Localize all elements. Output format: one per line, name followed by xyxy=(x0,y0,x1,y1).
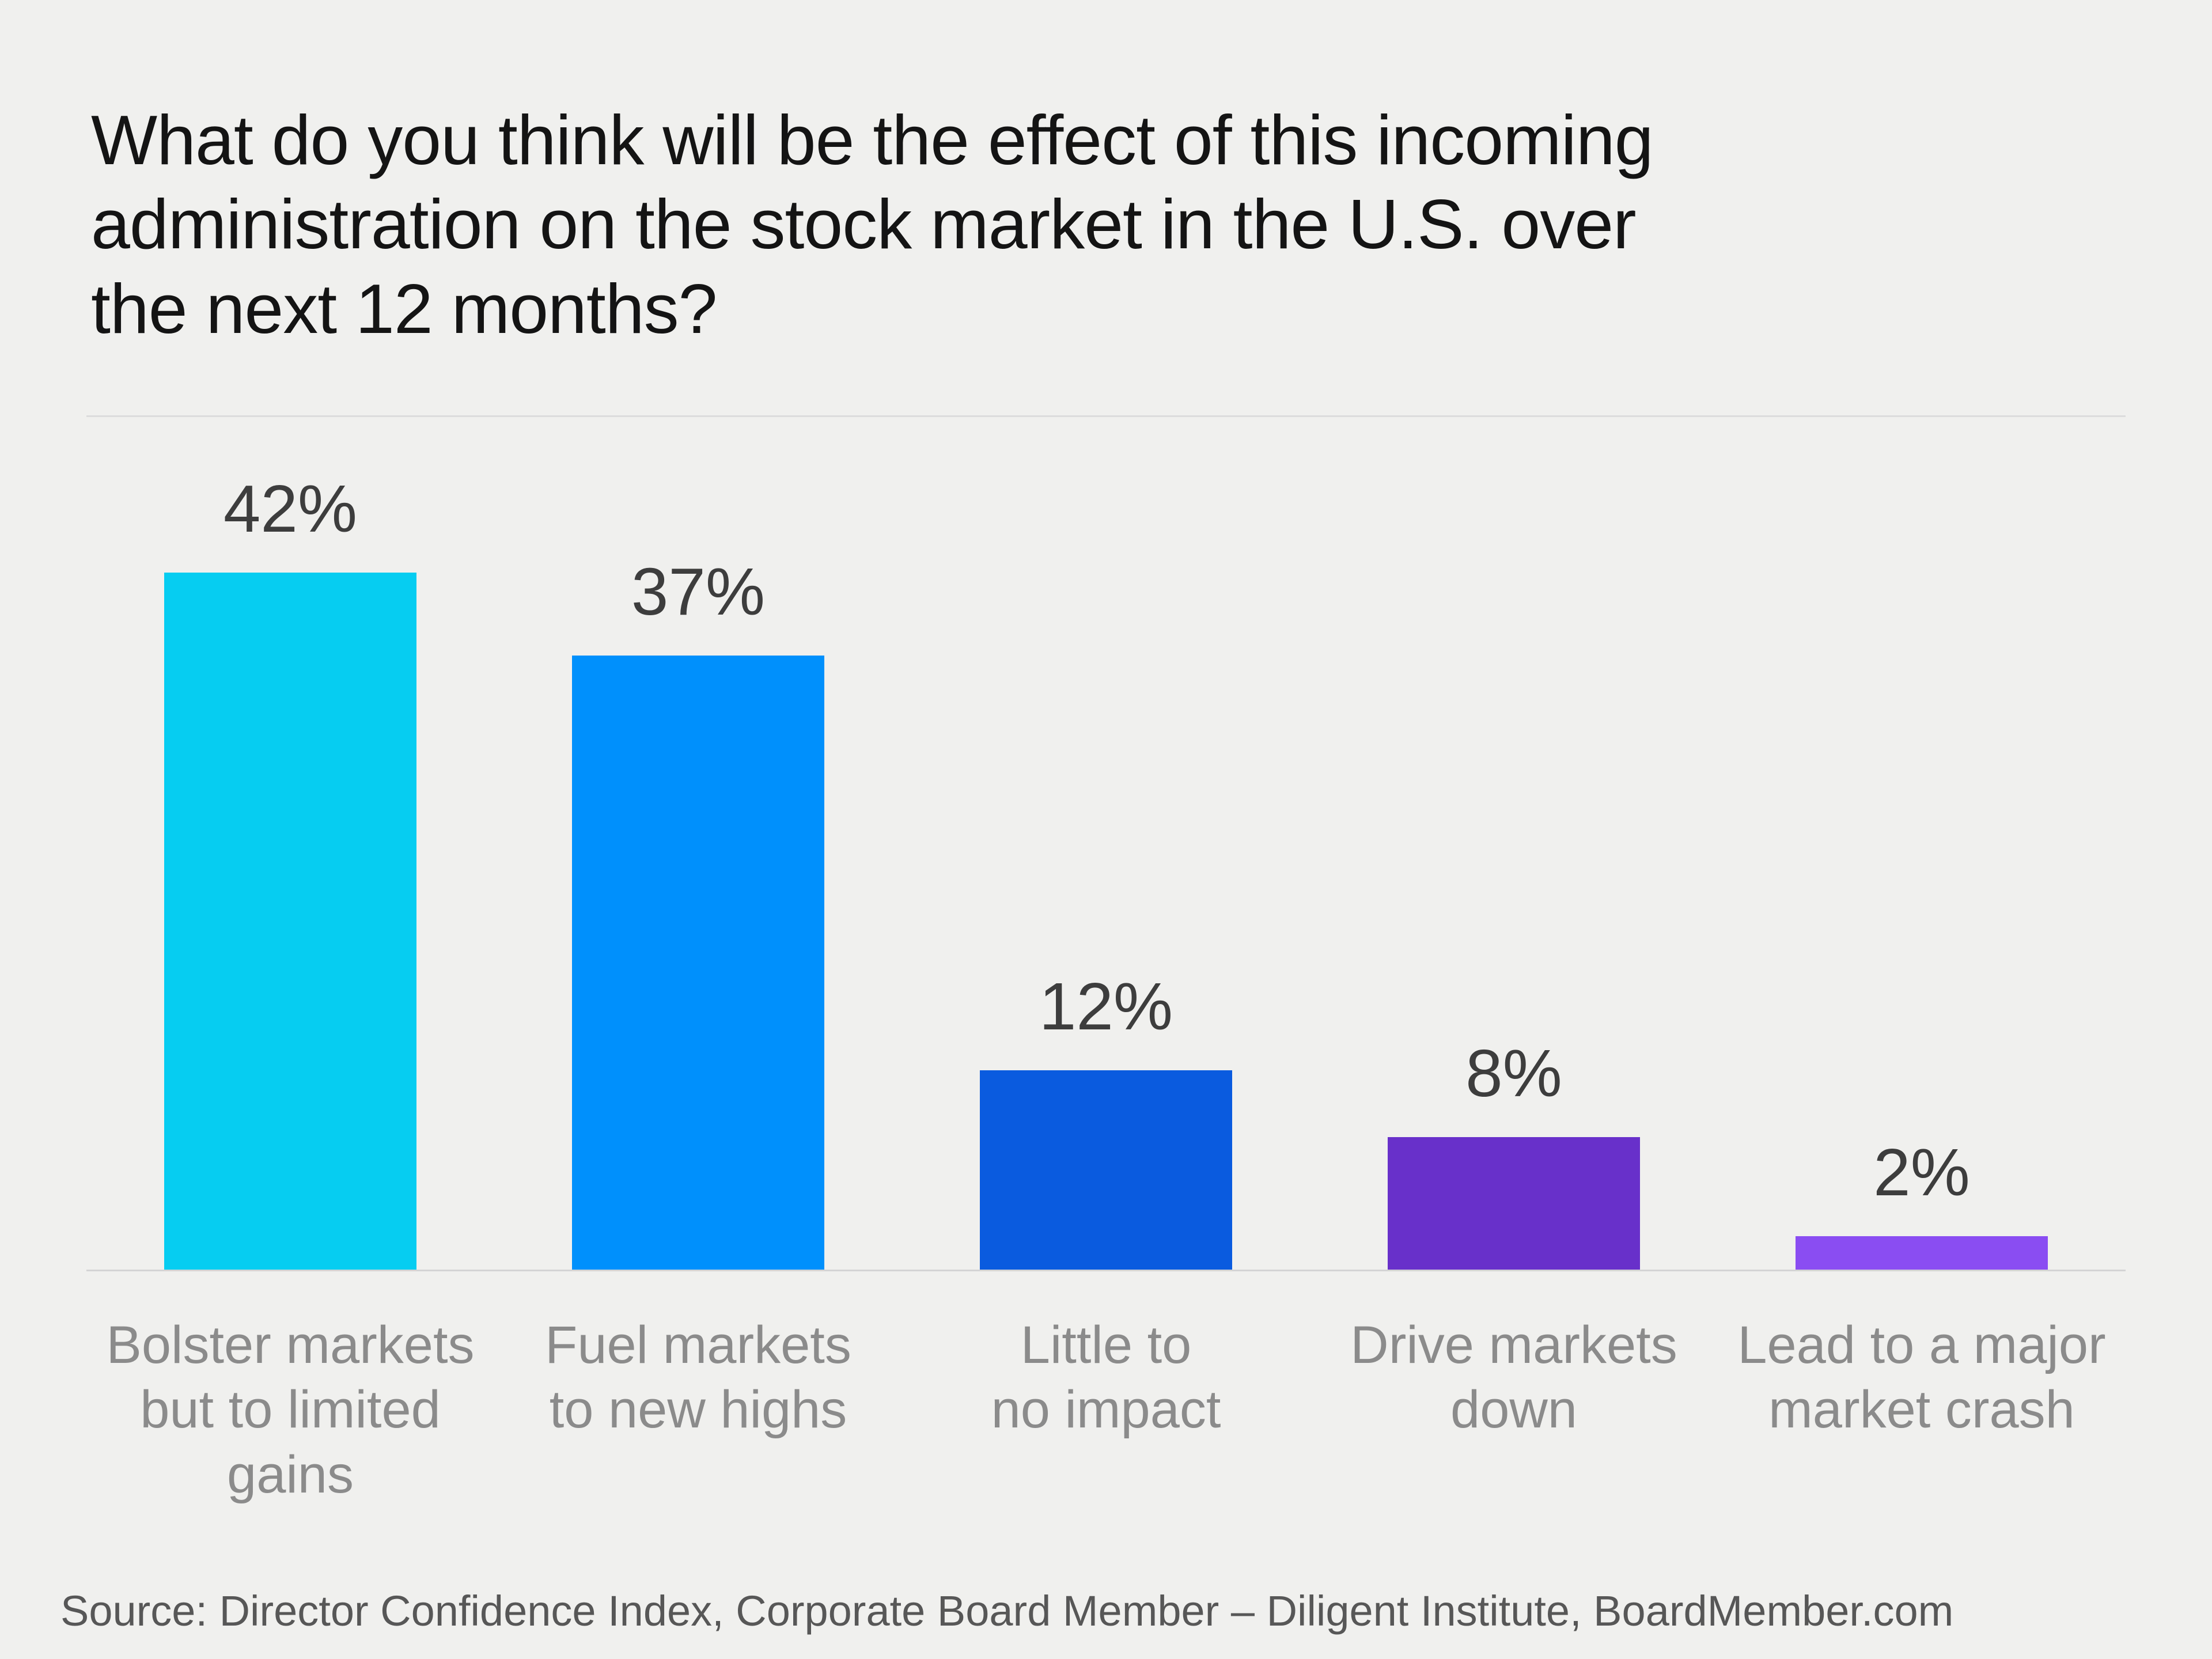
bar-value-label: 2% xyxy=(1873,1135,1970,1210)
category-labels-row: Bolster markets but to limited gains Fuel… xyxy=(86,1313,2126,1507)
bar-value-label: 8% xyxy=(1465,1036,1562,1111)
bars-area: 42% 37% 12% 8% 2% xyxy=(86,417,2126,1270)
bar-category-label: Little to no impact xyxy=(991,1316,1221,1440)
bar-value-label: 42% xyxy=(223,471,358,547)
bar xyxy=(571,656,825,1270)
title-divider xyxy=(86,415,2126,418)
bar xyxy=(164,573,417,1270)
bar-value-label: 12% xyxy=(1039,969,1173,1044)
source-text: Source: Director Confidence Index, Corpo… xyxy=(60,1586,1954,1635)
bar-column: 2% xyxy=(1718,1134,2126,1270)
bar-column: 37% xyxy=(494,553,902,1270)
chart-title: What do you think will be the effect of … xyxy=(91,101,1654,348)
bar-chart: 42% 37% 12% 8% 2% Bolster markets but to lim… xyxy=(86,417,2126,1507)
bar-column: 8% xyxy=(1310,1035,1718,1270)
bar-category-label: Fuel markets to new highs xyxy=(545,1316,851,1440)
bar-category-label: Drive markets down xyxy=(1350,1316,1677,1440)
bar xyxy=(1795,1236,2048,1270)
bar-column: 12% xyxy=(902,968,1310,1270)
bar-value-label: 37% xyxy=(631,554,766,630)
bar-category-label: Lead to a major market crash xyxy=(1737,1316,2106,1440)
bar xyxy=(979,1070,1233,1270)
bar-category-label: Bolster markets but to limited gains xyxy=(106,1316,475,1504)
bar-column: 42% xyxy=(86,470,494,1270)
bar xyxy=(1387,1137,1641,1270)
x-axis-baseline xyxy=(86,1270,2126,1272)
